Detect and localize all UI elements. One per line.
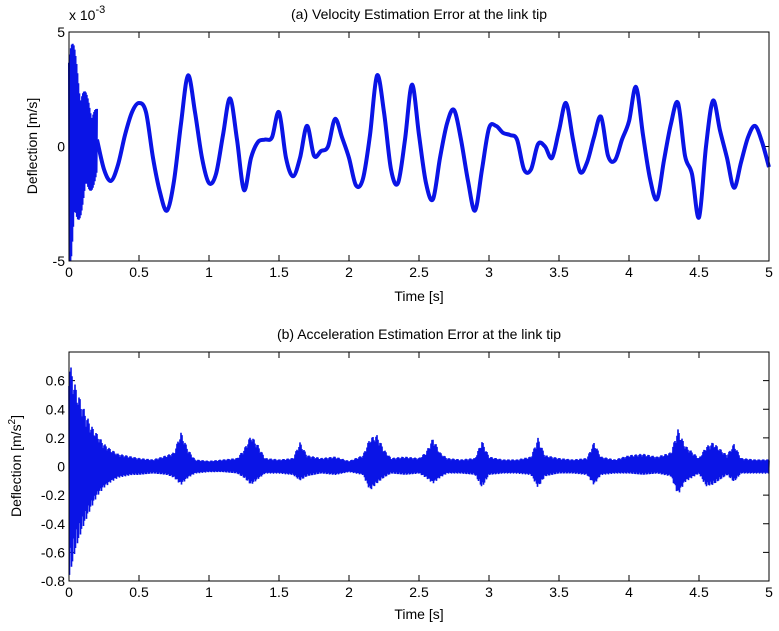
- x-tick-label: 0.5: [129, 264, 149, 280]
- plot-area-frame: [68, 351, 770, 582]
- x-tick-label: 0: [65, 264, 73, 280]
- chart-title: (a) Velocity Estimation Error at the lin…: [291, 6, 547, 22]
- x-tick-label: 3: [485, 584, 493, 600]
- x-axis-label: Time [s]: [394, 606, 443, 622]
- acceleration-error-panel: (b) Acceleration Estimation Error at the…: [7, 326, 773, 622]
- x-tick-label: 4.5: [689, 584, 709, 600]
- y-tick-label: 0.2: [46, 430, 66, 446]
- x-tick-label: 2: [345, 584, 353, 600]
- y-axis-label: Deflection [m/s]: [24, 98, 40, 194]
- x-tick-label: 3.5: [549, 584, 569, 600]
- x-axis-label: Time [s]: [394, 288, 443, 304]
- y-tick-label: 0.4: [46, 401, 66, 417]
- y-axis-label: Deflection [m/s2]: [7, 415, 24, 517]
- x-tick-label: 2.5: [409, 264, 429, 280]
- velocity-error-line: [95, 73, 771, 220]
- x-tick-label: 1.5: [269, 584, 289, 600]
- y-tick-label: 0.6: [46, 373, 66, 389]
- plot-area-frame: [68, 31, 770, 262]
- x-tick-label: 1: [205, 264, 213, 280]
- x-tick-label: 3: [485, 264, 493, 280]
- y-tick-label: 5: [57, 24, 65, 40]
- x-tick-label: 3.5: [549, 264, 569, 280]
- x-tick-label: 5: [765, 264, 773, 280]
- acceleration-error-line: [68, 367, 770, 575]
- x-tick-label: 4: [625, 264, 633, 280]
- y-tick-label: -0.6: [41, 544, 65, 560]
- y-tick-label: 0: [57, 459, 65, 475]
- x-tick-label: 2: [345, 264, 353, 280]
- y-tick-label: 0: [57, 139, 65, 155]
- startup-transient-line: [68, 43, 98, 262]
- y-tick-label: -0.4: [41, 516, 65, 532]
- chart-title: (b) Acceleration Estimation Error at the…: [277, 326, 561, 342]
- x-tick-label: 2.5: [409, 584, 429, 600]
- x-tick-label: 4: [625, 584, 633, 600]
- x-tick-label: 0: [65, 584, 73, 600]
- y-tick-label: -5: [53, 253, 66, 269]
- x-tick-label: 5: [765, 584, 773, 600]
- x-tick-label: 4.5: [689, 264, 709, 280]
- axis-multiplier: x 10-3: [69, 4, 105, 23]
- x-tick-label: 1.5: [269, 264, 289, 280]
- x-tick-label: 1: [205, 584, 213, 600]
- x-tick-label: 0.5: [129, 584, 149, 600]
- y-tick-label: -0.8: [41, 573, 65, 589]
- velocity-error-panel: (a) Velocity Estimation Error at the lin…: [24, 4, 773, 304]
- y-tick-label: -0.2: [41, 487, 65, 503]
